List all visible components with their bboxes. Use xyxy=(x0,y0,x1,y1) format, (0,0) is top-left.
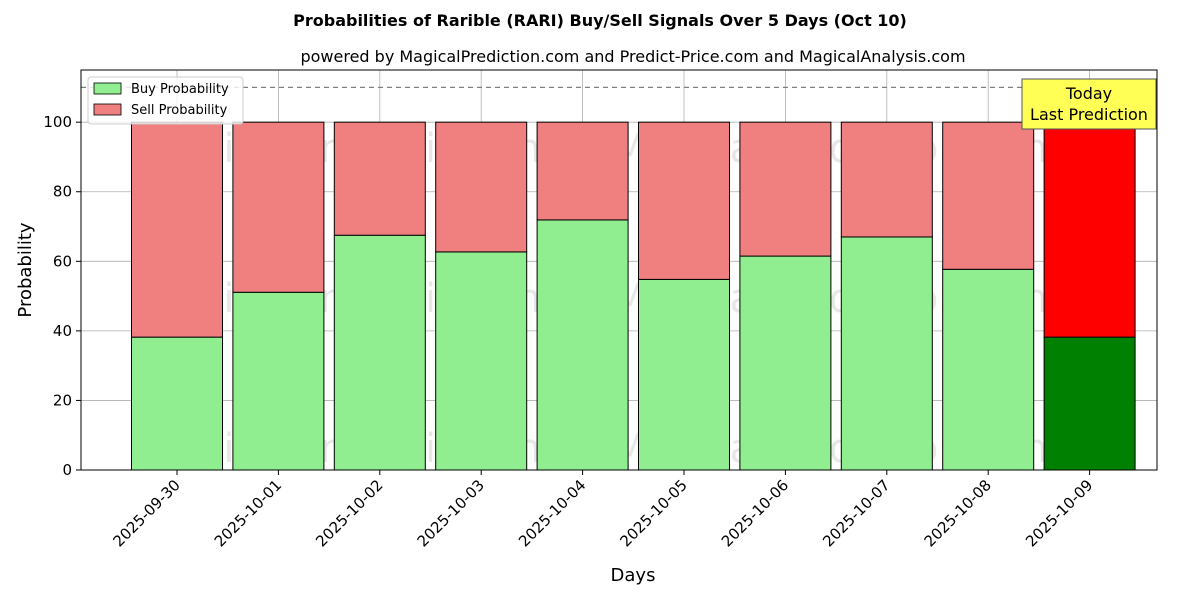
bar-sell xyxy=(840,121,933,238)
today-annotation: Today Last Prediction xyxy=(1021,78,1157,130)
legend-label-buy: Buy Probability xyxy=(131,82,229,97)
legend-swatch-buy xyxy=(93,82,122,95)
bar-sell xyxy=(942,121,1035,270)
bar-buy xyxy=(1043,336,1136,471)
chart-title: Probabilities of Rarible (RARI) Buy/Sell… xyxy=(293,11,907,30)
x-tick-label: 2025-10-06 xyxy=(718,476,792,550)
bar-buy xyxy=(739,255,832,471)
bar-buy xyxy=(435,251,528,471)
x-tick-label: 2025-10-03 xyxy=(414,476,488,550)
bar-sell xyxy=(638,121,730,280)
bar-sell xyxy=(131,121,223,338)
bar-buy xyxy=(536,219,629,471)
x-axis-label: Days xyxy=(611,565,656,586)
x-tick-label: 2025-10-08 xyxy=(921,476,995,550)
bar-buy xyxy=(638,278,730,471)
y-tick-label: 60 xyxy=(53,252,72,270)
bar-buy xyxy=(942,268,1035,471)
x-tick-label: 2025-10-09 xyxy=(1022,476,1096,550)
annotation-line-2: Last Prediction xyxy=(1030,105,1148,124)
legend: Buy Probability Sell Probability xyxy=(87,76,244,125)
bar-sell xyxy=(232,121,325,293)
chart-subtitle: powered by MagicalPrediction.com and Pre… xyxy=(300,47,965,66)
y-axis-label: Probability xyxy=(15,222,36,317)
x-tick-label: 2025-10-04 xyxy=(515,476,589,550)
x-tick-label: 2025-10-01 xyxy=(211,476,285,550)
legend-swatch-sell xyxy=(93,103,122,116)
bar-buy xyxy=(131,336,223,471)
y-tick-label: 20 xyxy=(53,391,72,409)
x-tick-label: 2025-10-05 xyxy=(616,476,690,550)
y-tick-label: 40 xyxy=(53,322,72,340)
bar-sell xyxy=(435,121,528,253)
x-tick-label: 2025-10-02 xyxy=(312,476,386,550)
plot-frame xyxy=(80,69,1158,471)
legend-frame xyxy=(87,76,244,125)
bars-layer xyxy=(131,121,1136,471)
bar-sell xyxy=(1043,121,1136,338)
bar-buy xyxy=(232,291,325,471)
bar-buy xyxy=(333,234,426,471)
y-tick-label: 80 xyxy=(53,183,72,201)
bar-sell xyxy=(536,121,629,221)
bar-sell xyxy=(739,121,832,257)
x-tick-label: 2025-09-30 xyxy=(109,476,183,550)
bar-sell xyxy=(333,121,426,236)
legend-label-sell: Sell Probability xyxy=(131,103,228,118)
annotation-line-1: Today xyxy=(1065,84,1112,103)
y-tick-label: 0 xyxy=(62,461,72,479)
bar-buy xyxy=(840,236,933,471)
y-tick-label: 100 xyxy=(43,113,72,131)
annotation-box xyxy=(1021,78,1157,130)
x-tick-label: 2025-10-07 xyxy=(819,476,893,550)
